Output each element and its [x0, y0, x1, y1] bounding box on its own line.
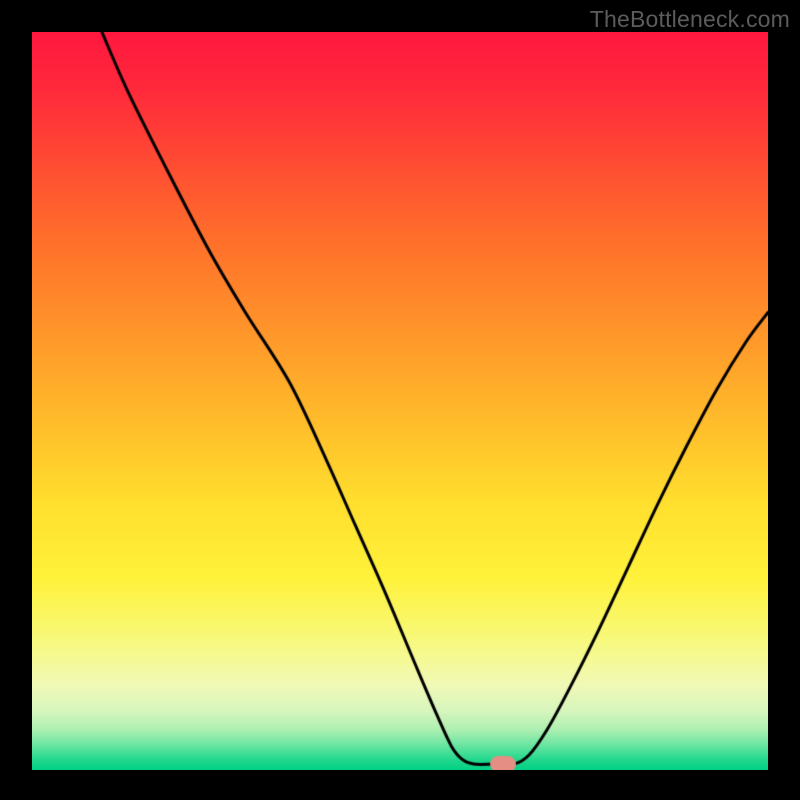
chart-stage: TheBottleneck.com	[0, 0, 800, 800]
chart-canvas	[32, 32, 768, 770]
bottleneck-chart	[32, 32, 768, 770]
watermark-text: TheBottleneck.com	[590, 6, 790, 33]
